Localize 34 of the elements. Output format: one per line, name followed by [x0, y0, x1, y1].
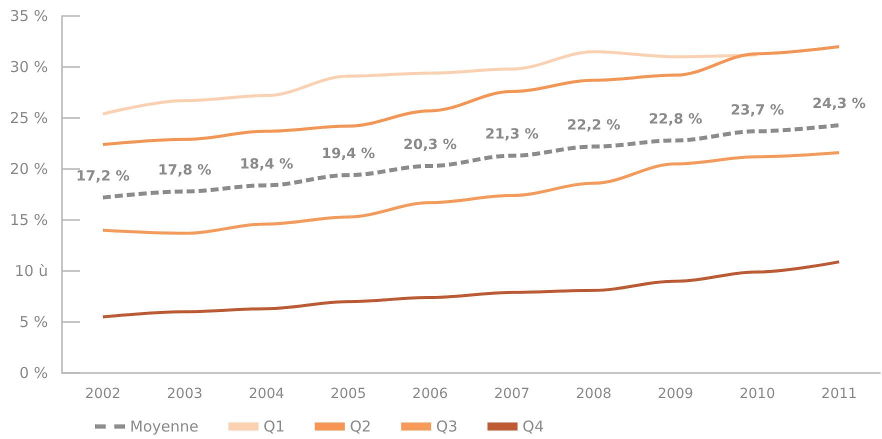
y-tick-label: 35 %: [10, 7, 48, 25]
data-label: 20,3 %: [403, 136, 457, 153]
data-label: 22,2 %: [566, 118, 620, 134]
x-tick-label: 2005: [330, 386, 366, 402]
x-tick-label: 2010: [739, 386, 776, 402]
data-label: 17,2 %: [76, 168, 130, 185]
legend-label: Q2: [350, 418, 372, 436]
data-label: 22,8 %: [648, 111, 702, 128]
y-tick-label: 0 %: [19, 364, 48, 382]
data-label: 21,3 %: [485, 126, 539, 143]
line-series: [101, 260, 841, 318]
data-label: 19,4 %: [322, 146, 376, 162]
legend-label: Q1: [263, 418, 285, 436]
x-tick-label: 2002: [85, 386, 121, 402]
y-tick-label: 25 %: [10, 109, 48, 127]
x-tick-label: 2007: [494, 386, 530, 402]
x-tick-label: 2009: [658, 386, 694, 402]
data-label: 23,7 %: [730, 102, 784, 118]
x-tick-label: 2004: [248, 386, 284, 402]
data-label: 18,4 %: [240, 156, 294, 172]
x-tick-label: 2006: [412, 386, 448, 402]
data-label: 24,3 %: [812, 96, 866, 112]
legend-label: Moyenne: [130, 418, 198, 436]
data-label: 17,8 %: [158, 162, 212, 178]
y-tick-label: 5 %: [19, 313, 48, 331]
x-tick-label: 2008: [576, 386, 612, 402]
y-tick-label: 15 %: [10, 211, 48, 229]
x-tick-label: 2011: [821, 386, 857, 402]
y-tick-label: 20 %: [10, 160, 48, 178]
y-tick-label: 30 %: [10, 58, 48, 76]
x-tick-label: 2003: [166, 386, 203, 402]
legend-label: Q3: [436, 418, 458, 436]
y-tick-label: 10 ù: [14, 262, 48, 280]
legend-label: Q4: [522, 418, 544, 436]
